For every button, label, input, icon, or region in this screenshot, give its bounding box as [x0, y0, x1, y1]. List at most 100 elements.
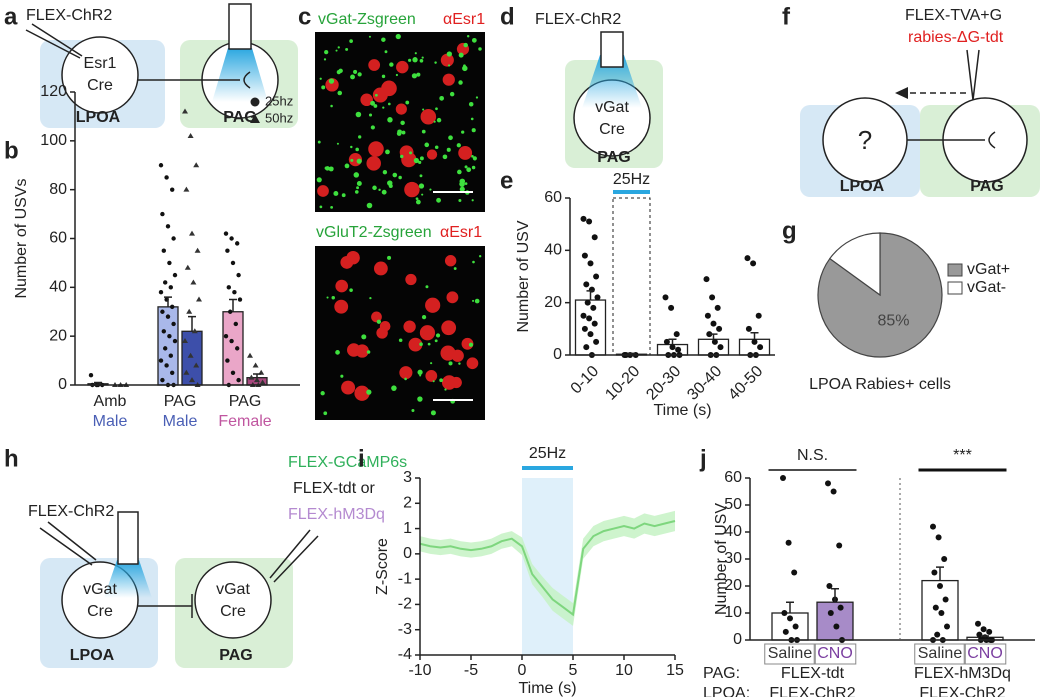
cell-dot — [451, 349, 464, 362]
cell-dot — [429, 188, 432, 191]
data-point — [193, 362, 200, 368]
data-point — [830, 488, 837, 495]
data-point — [228, 309, 233, 314]
panel-h: h FLEX-ChR2 FLEX-GCaMP6s FLEX-tdt or FLE… — [4, 445, 707, 668]
group-label: Female — [218, 413, 271, 430]
optic-fiber — [117, 511, 139, 565]
panel-f: f FLEX-TVA+G rabies-ΔG-tdt ? LPOA PAG g — [782, 3, 1040, 244]
cell-dot — [326, 296, 329, 299]
cell-dot — [379, 320, 391, 332]
data-point — [235, 346, 240, 351]
projection — [907, 131, 996, 149]
cell-dot — [370, 100, 375, 106]
data-point — [237, 297, 243, 302]
y-tick-label: 40 — [49, 279, 67, 296]
y-axis-label: Number of USV — [515, 220, 532, 332]
cell-dot — [337, 46, 340, 49]
data-point — [930, 523, 936, 530]
x-tick-label: Saline — [918, 645, 963, 662]
x-tick-label: 40-50 — [725, 363, 766, 404]
y-tick-label: 40 — [544, 242, 562, 259]
data-point — [704, 312, 711, 319]
cell-dot — [421, 193, 424, 196]
cell-dot — [463, 42, 468, 48]
bar — [921, 579, 959, 641]
injection-label: FLEX-ChR2 — [26, 7, 112, 24]
cell-dot — [430, 410, 436, 416]
cell-dot — [426, 149, 438, 160]
cell-dot — [319, 205, 323, 209]
cell-dot — [368, 141, 384, 157]
data-point — [584, 299, 591, 306]
cell-dot — [413, 157, 419, 164]
cell-dot — [458, 145, 473, 160]
cell-dot — [387, 117, 393, 123]
cell-dot — [354, 385, 370, 401]
arrow-head — [895, 87, 908, 99]
cell-dot — [435, 333, 441, 338]
x-tick-label: CNO — [967, 645, 1003, 662]
y-axis-label: Z-Score — [374, 538, 391, 595]
data-point — [161, 248, 166, 253]
significance-label: *** — [953, 447, 972, 464]
cell-dot — [408, 58, 412, 62]
data-point — [587, 260, 594, 267]
cell-dot — [444, 388, 447, 391]
cell-dot — [421, 129, 426, 134]
cell-dot — [439, 378, 444, 383]
cell-dot — [415, 199, 421, 205]
cell-dot — [337, 90, 343, 96]
cell-dot — [372, 185, 377, 191]
cell-dot — [471, 165, 476, 170]
data-point — [780, 475, 786, 481]
data-point — [836, 542, 843, 549]
data-point — [581, 252, 588, 259]
data-point — [791, 569, 798, 576]
error-bar — [586, 290, 595, 301]
x-axis-label: Time (s) — [653, 402, 711, 419]
cell-dot — [447, 64, 451, 67]
cell-dot — [419, 374, 422, 377]
data-point — [976, 631, 983, 638]
data-point — [825, 480, 831, 487]
data-point — [785, 539, 792, 546]
cell-label: Cre — [220, 603, 246, 620]
data-point — [975, 620, 981, 627]
data-point — [164, 175, 169, 180]
cell-dot — [430, 362, 433, 365]
data-point — [709, 294, 716, 301]
data-point — [986, 628, 993, 635]
data-point — [229, 236, 234, 241]
cell-dot — [356, 158, 362, 164]
data-point — [590, 304, 597, 311]
x-tick-label: 20-30 — [643, 363, 684, 404]
cell-dot — [360, 93, 373, 107]
stim-label: 25Hz — [529, 445, 566, 462]
error-bar — [229, 298, 237, 312]
stim-window — [612, 197, 651, 356]
data-point — [583, 344, 590, 351]
cell-dot — [449, 91, 455, 97]
data-point — [587, 331, 594, 338]
cell-dot — [355, 147, 359, 152]
cell-dot — [404, 377, 407, 381]
y-tick-label: 80 — [49, 181, 67, 198]
cell-dot — [456, 143, 461, 148]
panel-label: j — [699, 445, 707, 472]
x-tick-label: -5 — [464, 662, 478, 679]
cell-dot — [387, 102, 391, 106]
cell-dot — [416, 72, 421, 77]
error-bar — [627, 352, 636, 355]
data-point — [158, 163, 164, 168]
cell-dot — [457, 169, 462, 175]
region-label: PAG — [970, 178, 1003, 195]
label-box — [963, 643, 1007, 665]
label-box — [914, 643, 966, 665]
cell-dot — [355, 111, 362, 118]
data-point — [236, 377, 241, 383]
cell-dot — [382, 106, 385, 109]
x-tick-label: 10 — [615, 662, 633, 679]
cell-dot — [398, 338, 403, 343]
cell-dot — [427, 342, 431, 346]
y-tick-label: 20 — [724, 577, 742, 594]
